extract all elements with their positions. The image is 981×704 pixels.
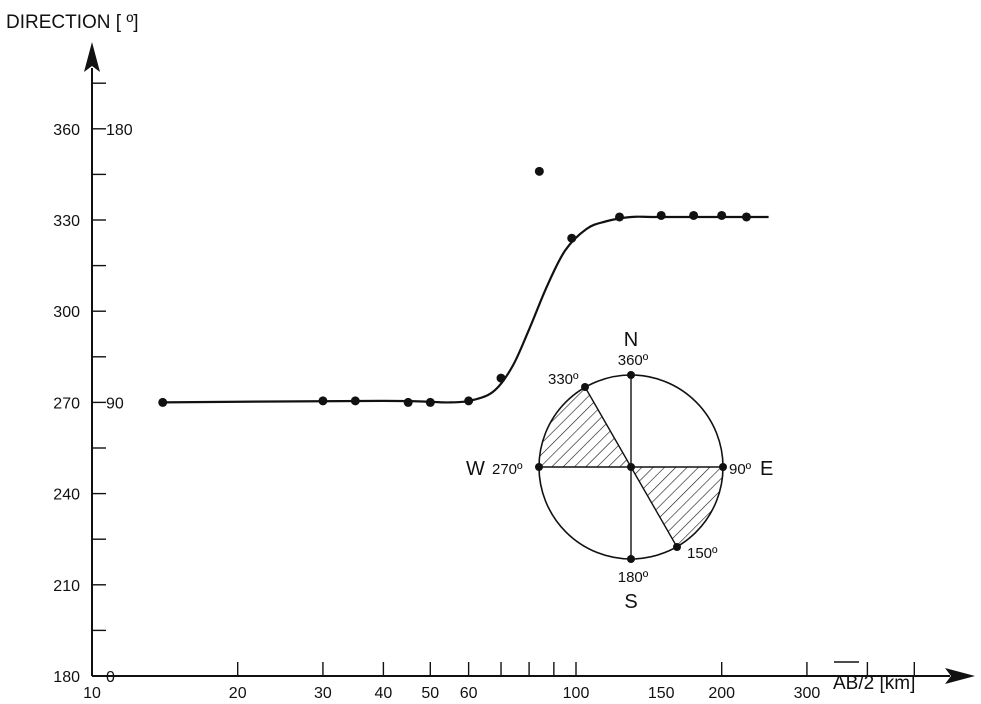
y-axis-title: DIRECTION [ º] bbox=[6, 12, 139, 33]
y-inner-tick-label: 180 bbox=[106, 122, 133, 139]
x-tick-label: 300 bbox=[794, 685, 821, 702]
x-tick-label: 200 bbox=[708, 685, 735, 702]
y-tick-label: 180 bbox=[53, 669, 80, 686]
compass-dot-270 bbox=[535, 463, 543, 471]
compass-label-180: 180º bbox=[618, 569, 649, 586]
data-point bbox=[403, 397, 413, 407]
compass-label-360: 360º bbox=[618, 352, 649, 369]
x-tick-label: 30 bbox=[314, 685, 332, 702]
x-axis-arrow bbox=[945, 668, 975, 684]
y-tick-label: 300 bbox=[53, 304, 80, 321]
hatched-sector-se bbox=[631, 467, 723, 547]
y-ticks: 180 210 240 270 300 330 360 0 90 180 bbox=[53, 82, 133, 686]
data-point bbox=[158, 397, 168, 407]
data-point bbox=[615, 212, 625, 222]
data-point bbox=[496, 373, 506, 383]
data-points bbox=[158, 166, 751, 407]
y-inner-tick-label: 0 bbox=[106, 669, 115, 686]
data-point bbox=[350, 396, 360, 406]
y-inner-tick-label: 90 bbox=[106, 395, 124, 412]
hatched-sector-nw bbox=[539, 387, 631, 467]
compass-dot-360 bbox=[627, 371, 635, 379]
x-tick-label: 100 bbox=[563, 685, 590, 702]
data-point bbox=[689, 210, 699, 220]
compass-dot-180 bbox=[627, 555, 635, 563]
data-point bbox=[318, 396, 328, 406]
x-tick-label: 150 bbox=[648, 685, 675, 702]
compass-label-330: 330º bbox=[548, 371, 579, 388]
data-point bbox=[717, 210, 727, 220]
compass-label-150: 150º bbox=[687, 545, 718, 562]
x-tick-label: 10 bbox=[83, 685, 101, 702]
compass-label-270: 270º bbox=[492, 461, 523, 478]
data-point bbox=[741, 212, 751, 222]
data-point bbox=[464, 396, 474, 406]
y-axis-arrow bbox=[84, 42, 100, 72]
x-tick-label: 50 bbox=[421, 685, 439, 702]
x-tick-label: 20 bbox=[229, 685, 247, 702]
compass-dot-center bbox=[627, 463, 635, 471]
compass-dot-150 bbox=[673, 543, 681, 551]
x-axis-title: AB/2 [km] bbox=[833, 673, 915, 694]
compass-north-label: N bbox=[624, 329, 638, 351]
data-point bbox=[534, 166, 544, 176]
compass-330-line bbox=[584, 386, 632, 468]
y-tick-label: 360 bbox=[53, 122, 80, 139]
compass-rose: N S E W 360º 330º 90º 270º 150º 180º bbox=[466, 329, 773, 613]
y-tick-label: 330 bbox=[53, 213, 80, 230]
x-tick-label: 40 bbox=[374, 685, 392, 702]
y-tick-label: 210 bbox=[53, 578, 80, 595]
compass-west-label: W bbox=[466, 458, 485, 480]
fit-curve bbox=[162, 215, 769, 404]
data-point bbox=[567, 233, 577, 243]
compass-150-line bbox=[630, 466, 678, 548]
compass-dot-90 bbox=[719, 463, 727, 471]
data-point bbox=[656, 210, 666, 220]
y-tick-label: 270 bbox=[53, 395, 80, 412]
x-tick-label: 60 bbox=[460, 685, 478, 702]
compass-label-90: 90º bbox=[729, 461, 752, 478]
compass-south-label: S bbox=[624, 591, 637, 613]
compass-east-label: E bbox=[760, 458, 773, 480]
y-tick-label: 240 bbox=[53, 487, 80, 504]
data-point bbox=[425, 397, 435, 407]
compass-dot-330 bbox=[581, 383, 589, 391]
x-ticks: 10 20 30 40 50 60 100 150 200 300 bbox=[83, 662, 916, 702]
